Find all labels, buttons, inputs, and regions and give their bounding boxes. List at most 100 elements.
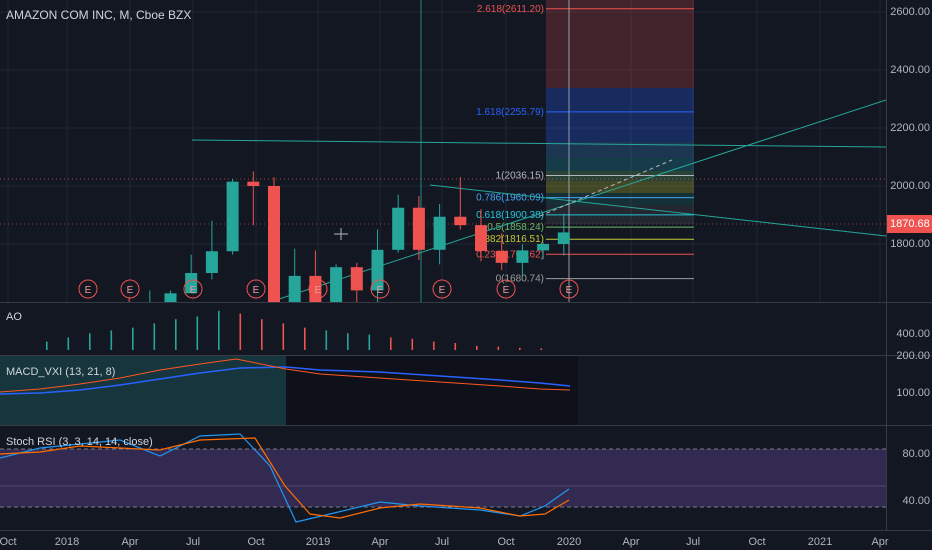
time-axis-label: Apr: [371, 536, 389, 548]
fib-level-label: 1(2036.15): [496, 171, 544, 182]
ao-bar: [411, 338, 414, 350]
candle-body[interactable]: [433, 216, 446, 250]
stoch-k-line: [0, 433, 570, 523]
time-axis-label: Jul: [685, 536, 701, 548]
candle-body[interactable]: [392, 207, 405, 250]
macd-pane[interactable]: MACD_VXI (13, 21, 8): [0, 356, 886, 425]
ao-bar: [390, 337, 392, 350]
ao-bar: [239, 313, 242, 350]
time-axis-label: Apr: [121, 536, 139, 548]
earnings-icon[interactable]: [246, 279, 266, 299]
time-axis-label: 2020: [556, 536, 582, 548]
macd-axis[interactable]: 200.00 100.00: [886, 350, 932, 425]
ao-bar: [175, 319, 177, 350]
earnings-label: E: [190, 285, 197, 296]
macd-title: MACD_VXI (13, 21, 8): [6, 366, 116, 378]
stoch-tick: 80.00: [902, 448, 930, 460]
candle-body[interactable]: [247, 181, 260, 186]
price-tick: 1800.00: [890, 238, 930, 250]
candle-body[interactable]: [495, 250, 508, 263]
candle-body[interactable]: [516, 250, 529, 263]
candle-body[interactable]: [205, 251, 218, 273]
candle-body[interactable]: [330, 267, 343, 302]
ao-pane[interactable]: AO: [0, 303, 886, 355]
macd-tick: 200.00: [896, 350, 930, 362]
fib-level-label: 0(1680.74): [496, 274, 544, 285]
resistance-line[interactable]: [191, 139, 886, 148]
candle-body[interactable]: [185, 273, 198, 294]
current-price-badge: 1870.68: [887, 215, 932, 233]
stoch-pane[interactable]: Stoch RSI (3, 3, 14, 14, close): [0, 426, 886, 530]
fib-levels: 2.618(2611.20) 1.618(2255.79) 1(2036.15) 0.…: [476, 4, 694, 285]
earnings-icon[interactable]: [559, 279, 579, 299]
ao-svg: [46, 310, 543, 350]
ao-bar: [46, 341, 48, 350]
price-pane[interactable]: 2.618(2611.20) 1.618(2255.79) 1(2036.15) 0.…: [0, 0, 886, 302]
ao-bar: [67, 337, 70, 350]
time-axis-label: Oct: [247, 536, 265, 548]
earnings-icon[interactable]: [120, 279, 140, 299]
candle-body[interactable]: [557, 232, 570, 244]
ao-bar: [368, 334, 371, 350]
pane-separator[interactable]: [0, 425, 932, 426]
trendline-down[interactable]: [429, 184, 886, 237]
earnings-icon[interactable]: [432, 279, 452, 299]
macd-svg: [0, 356, 578, 425]
earnings-icon[interactable]: [78, 279, 98, 299]
price-tick: 2000.00: [890, 180, 930, 192]
fib-level-label: 2.618(2611.20): [477, 4, 544, 15]
earnings-label: E: [315, 285, 322, 296]
fib-level-label: 0.5(1858.24): [487, 222, 544, 233]
time-axis-label: Apr: [871, 536, 889, 548]
earnings-icon[interactable]: [183, 279, 203, 299]
ao-bar: [325, 330, 328, 350]
ao-bar: [153, 323, 156, 350]
stoch-svg: [0, 433, 886, 523]
time-axis-label: Jul: [185, 536, 201, 548]
fib-level-label: 1.618(2255.79): [476, 107, 544, 118]
candle-body[interactable]: [268, 186, 280, 302]
ao-axis[interactable]: 400.00: [886, 303, 932, 355]
price-tick: 2200.00: [890, 122, 930, 134]
ao-bar: [519, 347, 521, 350]
macd-line: [0, 366, 571, 395]
earnings-label: E: [566, 285, 573, 296]
macd-bear-zone: [286, 356, 578, 425]
ao-bar: [476, 345, 478, 350]
pane-separator[interactable]: [0, 355, 932, 356]
pane-separator[interactable]: [0, 530, 932, 531]
stoch-tick: 40.00: [902, 495, 930, 507]
earnings-label: E: [439, 285, 446, 296]
ao-bar: [347, 333, 349, 350]
candle-body[interactable]: [164, 293, 177, 302]
candle-body[interactable]: [475, 225, 487, 251]
price-axis[interactable]: 2600.00 2400.00 2200.00 2000.00 1800.00: [886, 0, 932, 302]
stoch-d-line: [0, 437, 570, 519]
time-axis-label: Oct: [497, 536, 515, 548]
candle-body[interactable]: [350, 267, 363, 291]
candle-body[interactable]: [412, 207, 425, 250]
price-tick: 2600.00: [890, 6, 930, 18]
pane-separator[interactable]: [0, 302, 932, 303]
time-axis[interactable]: Oct 2018 Apr Jul Oct 2019 Apr Jul Oct 2020 Apr Jul O…: [0, 531, 932, 550]
ao-bar: [89, 333, 91, 350]
earnings-icon[interactable]: [308, 279, 328, 299]
time-axis-label: 2018: [54, 536, 80, 548]
ao-bar: [540, 348, 543, 350]
time-axis-label: Oct: [748, 536, 766, 548]
candle-body[interactable]: [226, 181, 239, 252]
candle-body[interactable]: [454, 216, 467, 226]
stoch-axis[interactable]: 80.00 40.00: [886, 426, 932, 530]
grid: [0, 0, 886, 302]
ao-bar: [261, 319, 263, 350]
candle-body[interactable]: [288, 275, 301, 302]
ao-tick: 400.00: [896, 328, 930, 340]
ao-title: AO: [6, 311, 22, 323]
earnings-icon[interactable]: [496, 279, 516, 299]
earnings-label: E: [253, 285, 260, 296]
earnings-icon[interactable]: [370, 279, 390, 299]
candle-body[interactable]: [537, 244, 550, 251]
time-axis-label: 2021: [807, 536, 833, 548]
ao-bar: [132, 327, 134, 350]
price-tick: 2400.00: [890, 64, 930, 76]
